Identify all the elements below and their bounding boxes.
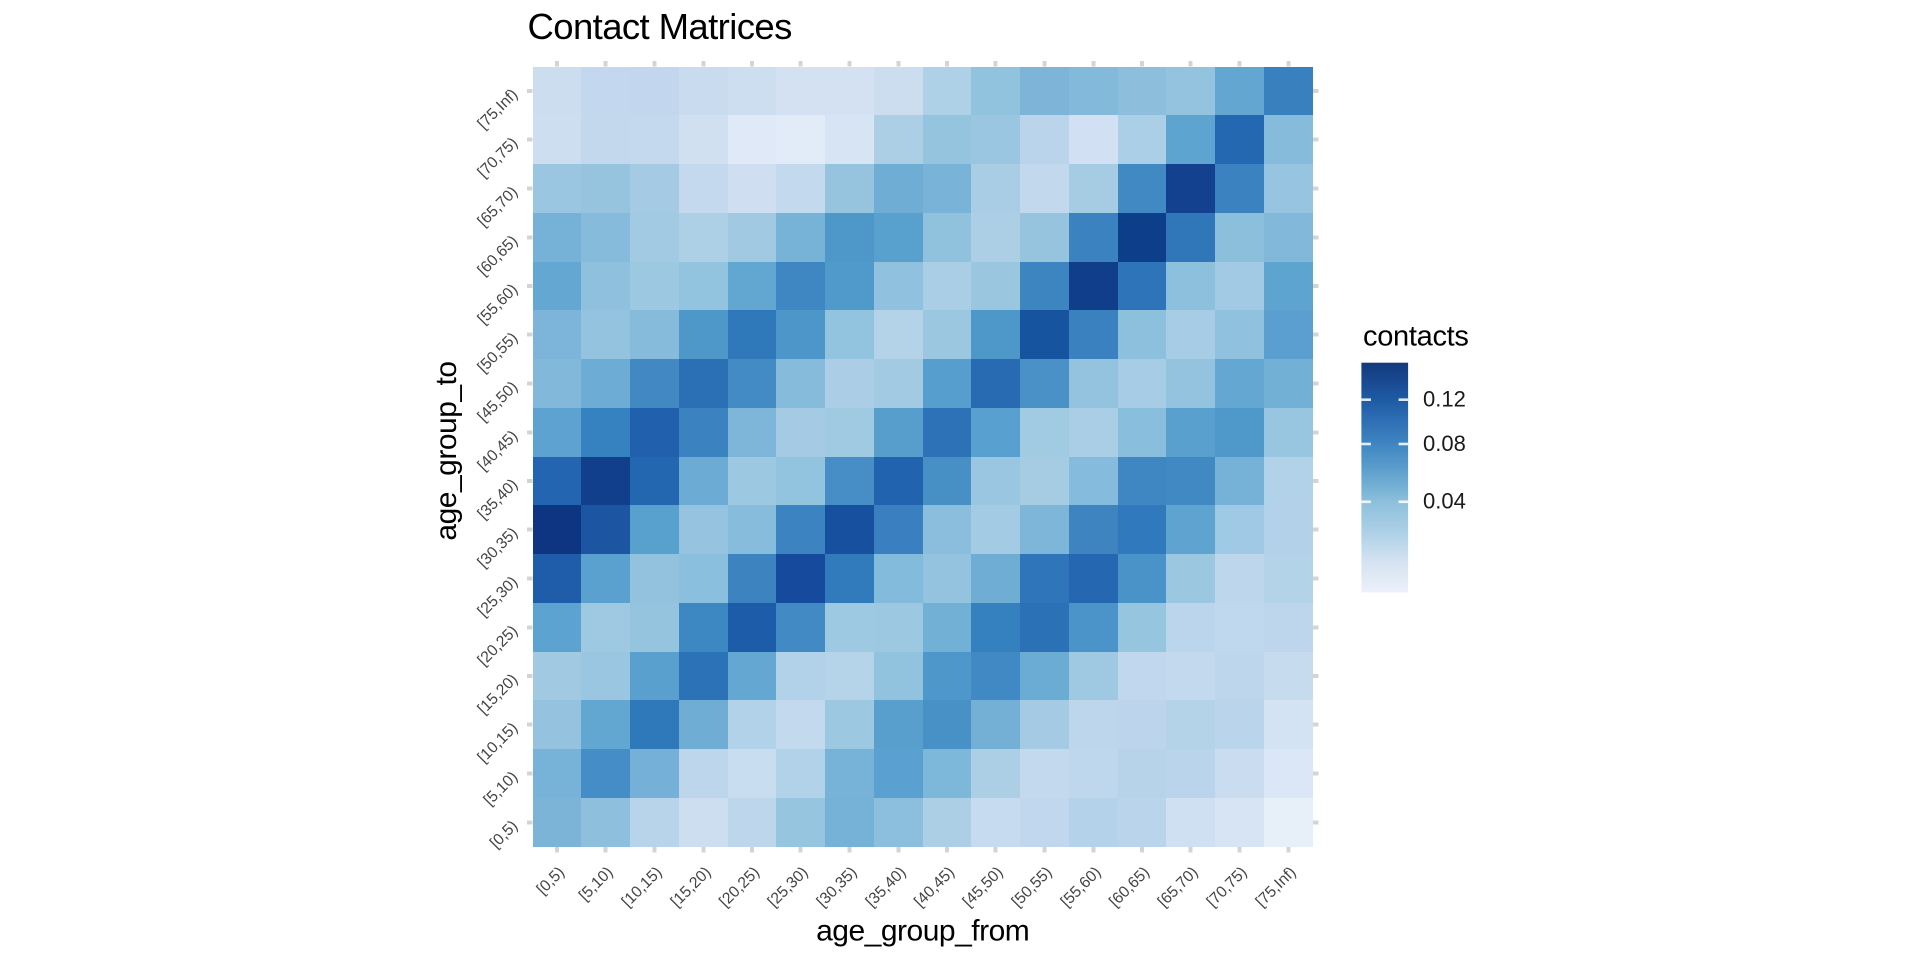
svg-text:[30,35): [30,35) bbox=[475, 525, 522, 572]
svg-text:[20,25): [20,25) bbox=[475, 623, 522, 670]
svg-text:[15,20): [15,20) bbox=[668, 864, 715, 911]
svg-text:contacts: contacts bbox=[1363, 321, 1469, 353]
svg-text:[50,55): [50,55) bbox=[475, 330, 522, 377]
svg-text:[60,65): [60,65) bbox=[1106, 864, 1153, 911]
svg-text:[60,65): [60,65) bbox=[475, 233, 522, 280]
svg-text:[5,10): [5,10) bbox=[481, 769, 522, 810]
svg-text:Contact Matrices: Contact Matrices bbox=[528, 6, 792, 47]
svg-text:[35,40): [35,40) bbox=[475, 476, 522, 523]
svg-text:[65,70): [65,70) bbox=[475, 184, 522, 231]
svg-text:[25,30): [25,30) bbox=[765, 864, 812, 911]
svg-text:0.12: 0.12 bbox=[1423, 387, 1466, 412]
svg-text:[70,75): [70,75) bbox=[1204, 864, 1251, 911]
svg-text:[40,45): [40,45) bbox=[911, 864, 958, 911]
svg-text:[0,5): [0,5) bbox=[487, 818, 521, 852]
svg-text:[45,50): [45,50) bbox=[960, 864, 1007, 911]
svg-text:[0,5): [0,5) bbox=[534, 864, 568, 898]
svg-text:[55,60): [55,60) bbox=[1058, 864, 1105, 911]
svg-text:[75,Inf): [75,Inf) bbox=[1253, 864, 1300, 911]
svg-text:[65,70): [65,70) bbox=[1155, 864, 1202, 911]
svg-text:[50,55): [50,55) bbox=[1009, 864, 1056, 911]
svg-text:[35,40): [35,40) bbox=[863, 864, 910, 911]
svg-text:age_group_from: age_group_from bbox=[816, 915, 1029, 948]
svg-text:[25,30): [25,30) bbox=[475, 574, 522, 621]
svg-text:[70,75): [70,75) bbox=[475, 135, 522, 182]
svg-text:[75,Inf): [75,Inf) bbox=[475, 86, 522, 133]
svg-text:age_group_to: age_group_to bbox=[430, 361, 463, 540]
svg-text:[10,15): [10,15) bbox=[619, 864, 666, 911]
svg-text:0.08: 0.08 bbox=[1423, 431, 1466, 456]
svg-text:[55,60): [55,60) bbox=[475, 281, 522, 328]
svg-text:[45,50): [45,50) bbox=[475, 379, 522, 426]
svg-text:[10,15): [10,15) bbox=[475, 720, 522, 767]
svg-text:[5,10): [5,10) bbox=[576, 864, 617, 905]
svg-text:0.04: 0.04 bbox=[1423, 489, 1466, 514]
svg-text:[30,35): [30,35) bbox=[814, 864, 861, 911]
svg-text:[20,25): [20,25) bbox=[716, 864, 763, 911]
svg-text:[40,45): [40,45) bbox=[475, 428, 522, 475]
svg-text:[15,20): [15,20) bbox=[475, 671, 522, 718]
